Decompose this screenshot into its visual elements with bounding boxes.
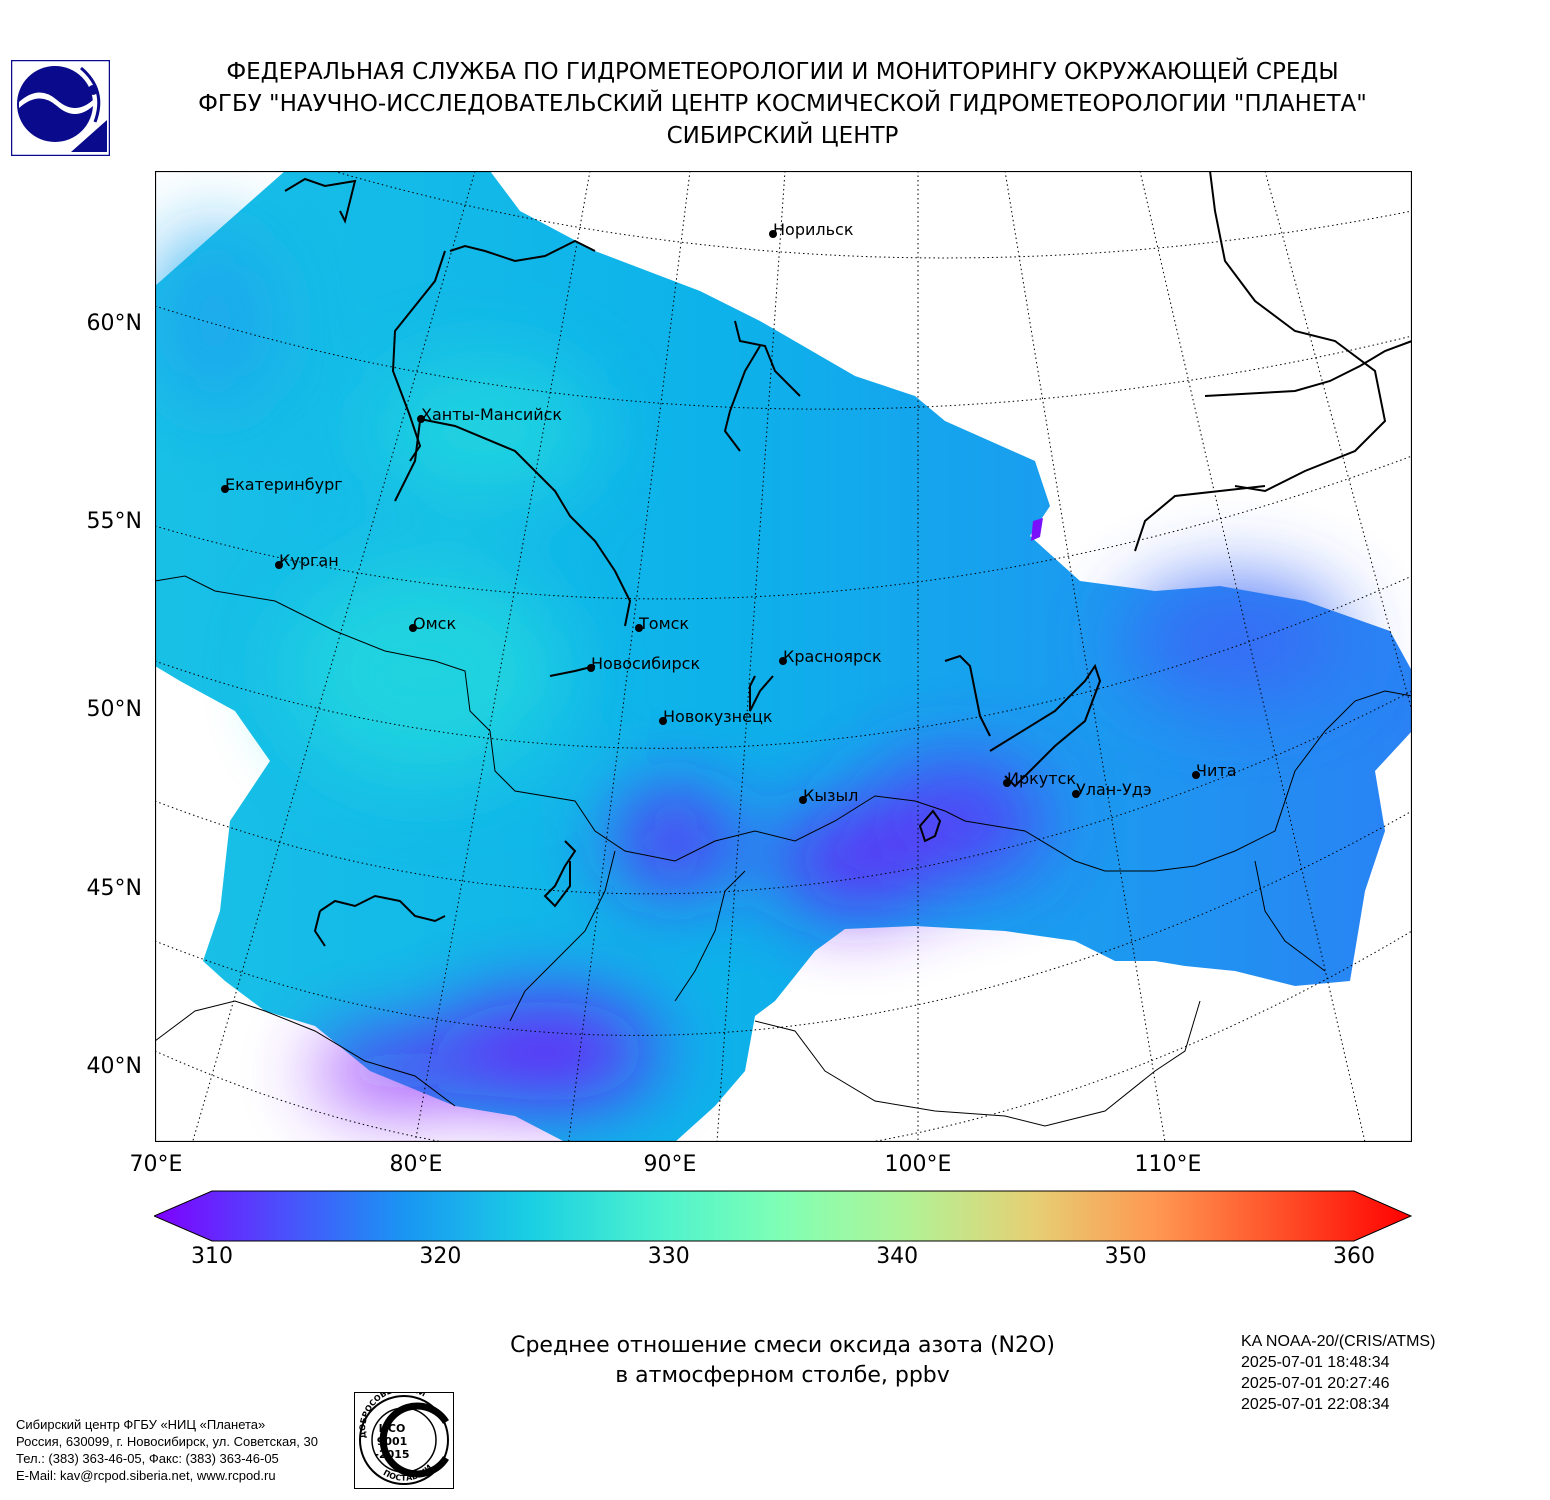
pass-time-3: 2025-07-01 22:08:34 xyxy=(1241,1396,1390,1413)
city-dot-icon xyxy=(635,624,643,632)
colorbar xyxy=(154,1190,1412,1242)
colorbar-tick-label: 340 xyxy=(876,1244,919,1269)
lat-label-60: 60°N xyxy=(86,311,142,336)
colorbar-tick-label: 330 xyxy=(647,1244,690,1269)
title-line-1: Среднее отношение смеси оксида азота (N2… xyxy=(510,1333,1055,1358)
city-dot-icon xyxy=(221,485,229,493)
pass-time-1: 2025-07-01 18:48:34 xyxy=(1241,1354,1390,1371)
city-dot-icon xyxy=(417,415,425,423)
footer-line-4: E-Mail: kav@rcpod.siberia.net, www.rcpod… xyxy=(16,1468,276,1483)
lat-label-40: 40°N xyxy=(86,1054,142,1079)
footer-line-1: Сибирский центр ФГБУ «НИЦ «Планета» xyxy=(16,1417,266,1432)
city-label: Кызыл xyxy=(803,786,859,805)
city-label: Иркутск xyxy=(1007,769,1077,788)
city-dot-icon xyxy=(1072,790,1080,798)
title-line-2: в атмосферном столбе, ppbv xyxy=(615,1363,950,1388)
header-line-2: ФГБУ "НАУЧНО-ИССЛЕДОВАТЕЛЬСКИЙ ЦЕНТР КОС… xyxy=(198,91,1367,117)
header-line-3: СИБИРСКИЙ ЦЕНТР xyxy=(666,123,899,149)
city-label: Новокузнецк xyxy=(663,707,773,726)
lon-label-90: 90°E xyxy=(643,1152,697,1177)
lat-label-45: 45°N xyxy=(86,876,142,901)
city-label: Ханты-Мансийск xyxy=(421,405,563,424)
city-dot-icon xyxy=(779,657,787,665)
colorbar-tick-label: 310 xyxy=(191,1244,233,1269)
lat-label-50: 50°N xyxy=(86,697,142,722)
stamp-line-2: 9001 xyxy=(377,1435,408,1448)
pass-time-2: 2025-07-01 20:27:46 xyxy=(1241,1375,1390,1392)
footer-line-2: Россия, 630099, г. Новосибирск, ул. Сове… xyxy=(16,1434,318,1449)
map-panel xyxy=(155,171,1412,1142)
city-label: Красноярск xyxy=(783,647,882,666)
lon-label-110: 110°E xyxy=(1134,1152,1202,1177)
city-label: Новосибирск xyxy=(591,654,701,673)
city-label: Томск xyxy=(639,614,690,633)
city-label: Чита xyxy=(1196,761,1237,780)
stamp-line-1: ИСО xyxy=(379,1422,406,1435)
lon-label-70: 70°E xyxy=(129,1152,183,1177)
lon-label-80: 80°E xyxy=(389,1152,443,1177)
city-label: Норильск xyxy=(773,220,854,239)
city-dot-icon xyxy=(1192,771,1200,779)
city-label: Омск xyxy=(413,614,457,633)
iso-9001-stamp: ДОБРОСОВЕСТНЫЙ ПОСТАВЩИК ИСО 9001 -2015 xyxy=(354,1392,454,1489)
city-dot-icon xyxy=(799,796,807,804)
city-dot-icon xyxy=(409,624,417,632)
colorbar-tick-label: 350 xyxy=(1104,1244,1147,1269)
city-label: Улан-Удэ xyxy=(1076,780,1152,799)
city-dot-icon xyxy=(275,561,283,569)
map-title: Среднее отношение смеси оксида азота (N2… xyxy=(380,1331,1185,1391)
colorbar-tick-label: 360 xyxy=(1333,1244,1375,1269)
city-dot-icon xyxy=(587,664,595,672)
city-dot-icon xyxy=(769,230,777,238)
colorbar-tick-label: 320 xyxy=(419,1244,462,1269)
city-dot-icon xyxy=(1003,779,1011,787)
lon-label-100: 100°E xyxy=(884,1152,952,1177)
lat-label-55: 55°N xyxy=(86,509,142,534)
city-label: Курган xyxy=(279,551,339,570)
satellite-name: KA NOAA-20/(CRIS/ATMS) xyxy=(1241,1333,1436,1350)
footer-contacts: Сибирский центр ФГБУ «НИЦ «Планета» Росс… xyxy=(16,1416,318,1484)
footer-line-3: Тел.: (383) 363-46-05, Факс: (383) 363-4… xyxy=(16,1451,279,1466)
stamp-line-3: -2015 xyxy=(374,1448,409,1461)
header-line-1: ФЕДЕРАЛЬНАЯ СЛУЖБА ПО ГИДРОМЕТЕОРОЛОГИИ … xyxy=(226,59,1339,85)
city-label: Екатеринбург xyxy=(225,475,343,494)
planeta-logo xyxy=(11,60,110,156)
satellite-meta: KA NOAA-20/(CRIS/ATMS) 2025-07-01 18:48:… xyxy=(1241,1331,1435,1415)
city-dot-icon xyxy=(659,717,667,725)
